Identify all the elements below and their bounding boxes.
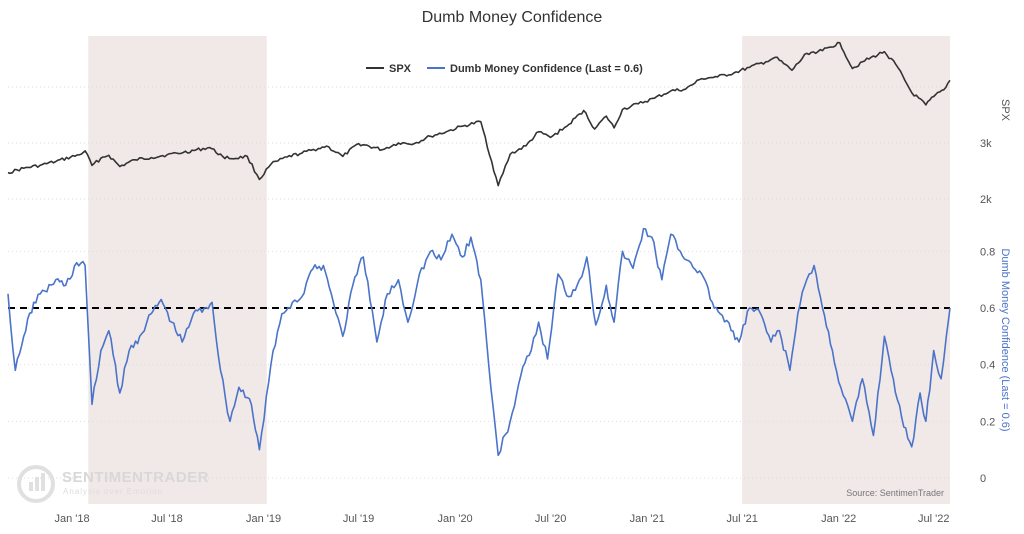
chart-legend: SPX Dumb Money Confidence (Last = 0.6) <box>366 63 643 75</box>
dmc-tick-label: 0.8 <box>980 246 995 258</box>
x-tick-label: Jul '18 <box>151 513 182 525</box>
x-tick-label: Jul '22 <box>918 513 949 525</box>
x-tick-label: Jan '20 <box>438 513 473 525</box>
series-line-spx <box>7 41 951 187</box>
source-label: Source: SentimenTrader <box>846 488 944 498</box>
spx-axis-ticks: 2k 3k <box>980 138 992 206</box>
dmc-tick-label: 0.4 <box>980 360 995 372</box>
dmc-tick-label: 0.2 <box>980 416 995 428</box>
dmc-axis-ticks: 0 0.2 0.4 0.6 0.8 <box>980 246 995 485</box>
shaded-region-2 <box>742 36 950 504</box>
spx-axis-title: SPX <box>999 99 1011 122</box>
watermark-tagline: Analysis over Emotion <box>63 487 163 496</box>
x-tick-label: Jan '18 <box>54 513 89 525</box>
dmc-axis-title: Dumb Money Confidence (Last = 0.6) <box>999 248 1011 431</box>
x-tick-label: Jan '22 <box>821 513 856 525</box>
legend-label-dumb-money-confidence[interactable]: Dumb Money Confidence (Last = 0.6) <box>450 63 643 75</box>
spx-tick-label: 3k <box>980 138 992 150</box>
x-tick-label: Jul '19 <box>343 513 374 525</box>
x-tick-label: Jul '20 <box>535 513 566 525</box>
shaded-regions <box>88 36 950 504</box>
x-axis-ticks: Jan '18 Jul '18 Jan '19 Jul '19 Jan '20 Jul '… <box>54 513 949 525</box>
watermark-name: SENTIMENTRADER <box>62 469 209 486</box>
x-tick-label: Jan '21 <box>630 513 665 525</box>
dmc-tick-label: 0.6 <box>980 303 995 315</box>
series-line-dumb-money-confidence <box>7 227 951 457</box>
x-tick-label: Jan '19 <box>246 513 281 525</box>
shaded-region-1 <box>88 36 267 504</box>
dmc-tick-label: 0 <box>980 473 986 485</box>
chart-title: Dumb Money Confidence <box>422 9 603 26</box>
x-tick-label: Jul '21 <box>726 513 757 525</box>
legend-label-spx[interactable]: SPX <box>389 63 412 75</box>
sentimentrader-watermark: SENTIMENTRADER Analysis over Emotion <box>17 465 209 503</box>
watermark-logo-icon <box>17 465 55 503</box>
spx-tick-label: 2k <box>980 194 992 206</box>
